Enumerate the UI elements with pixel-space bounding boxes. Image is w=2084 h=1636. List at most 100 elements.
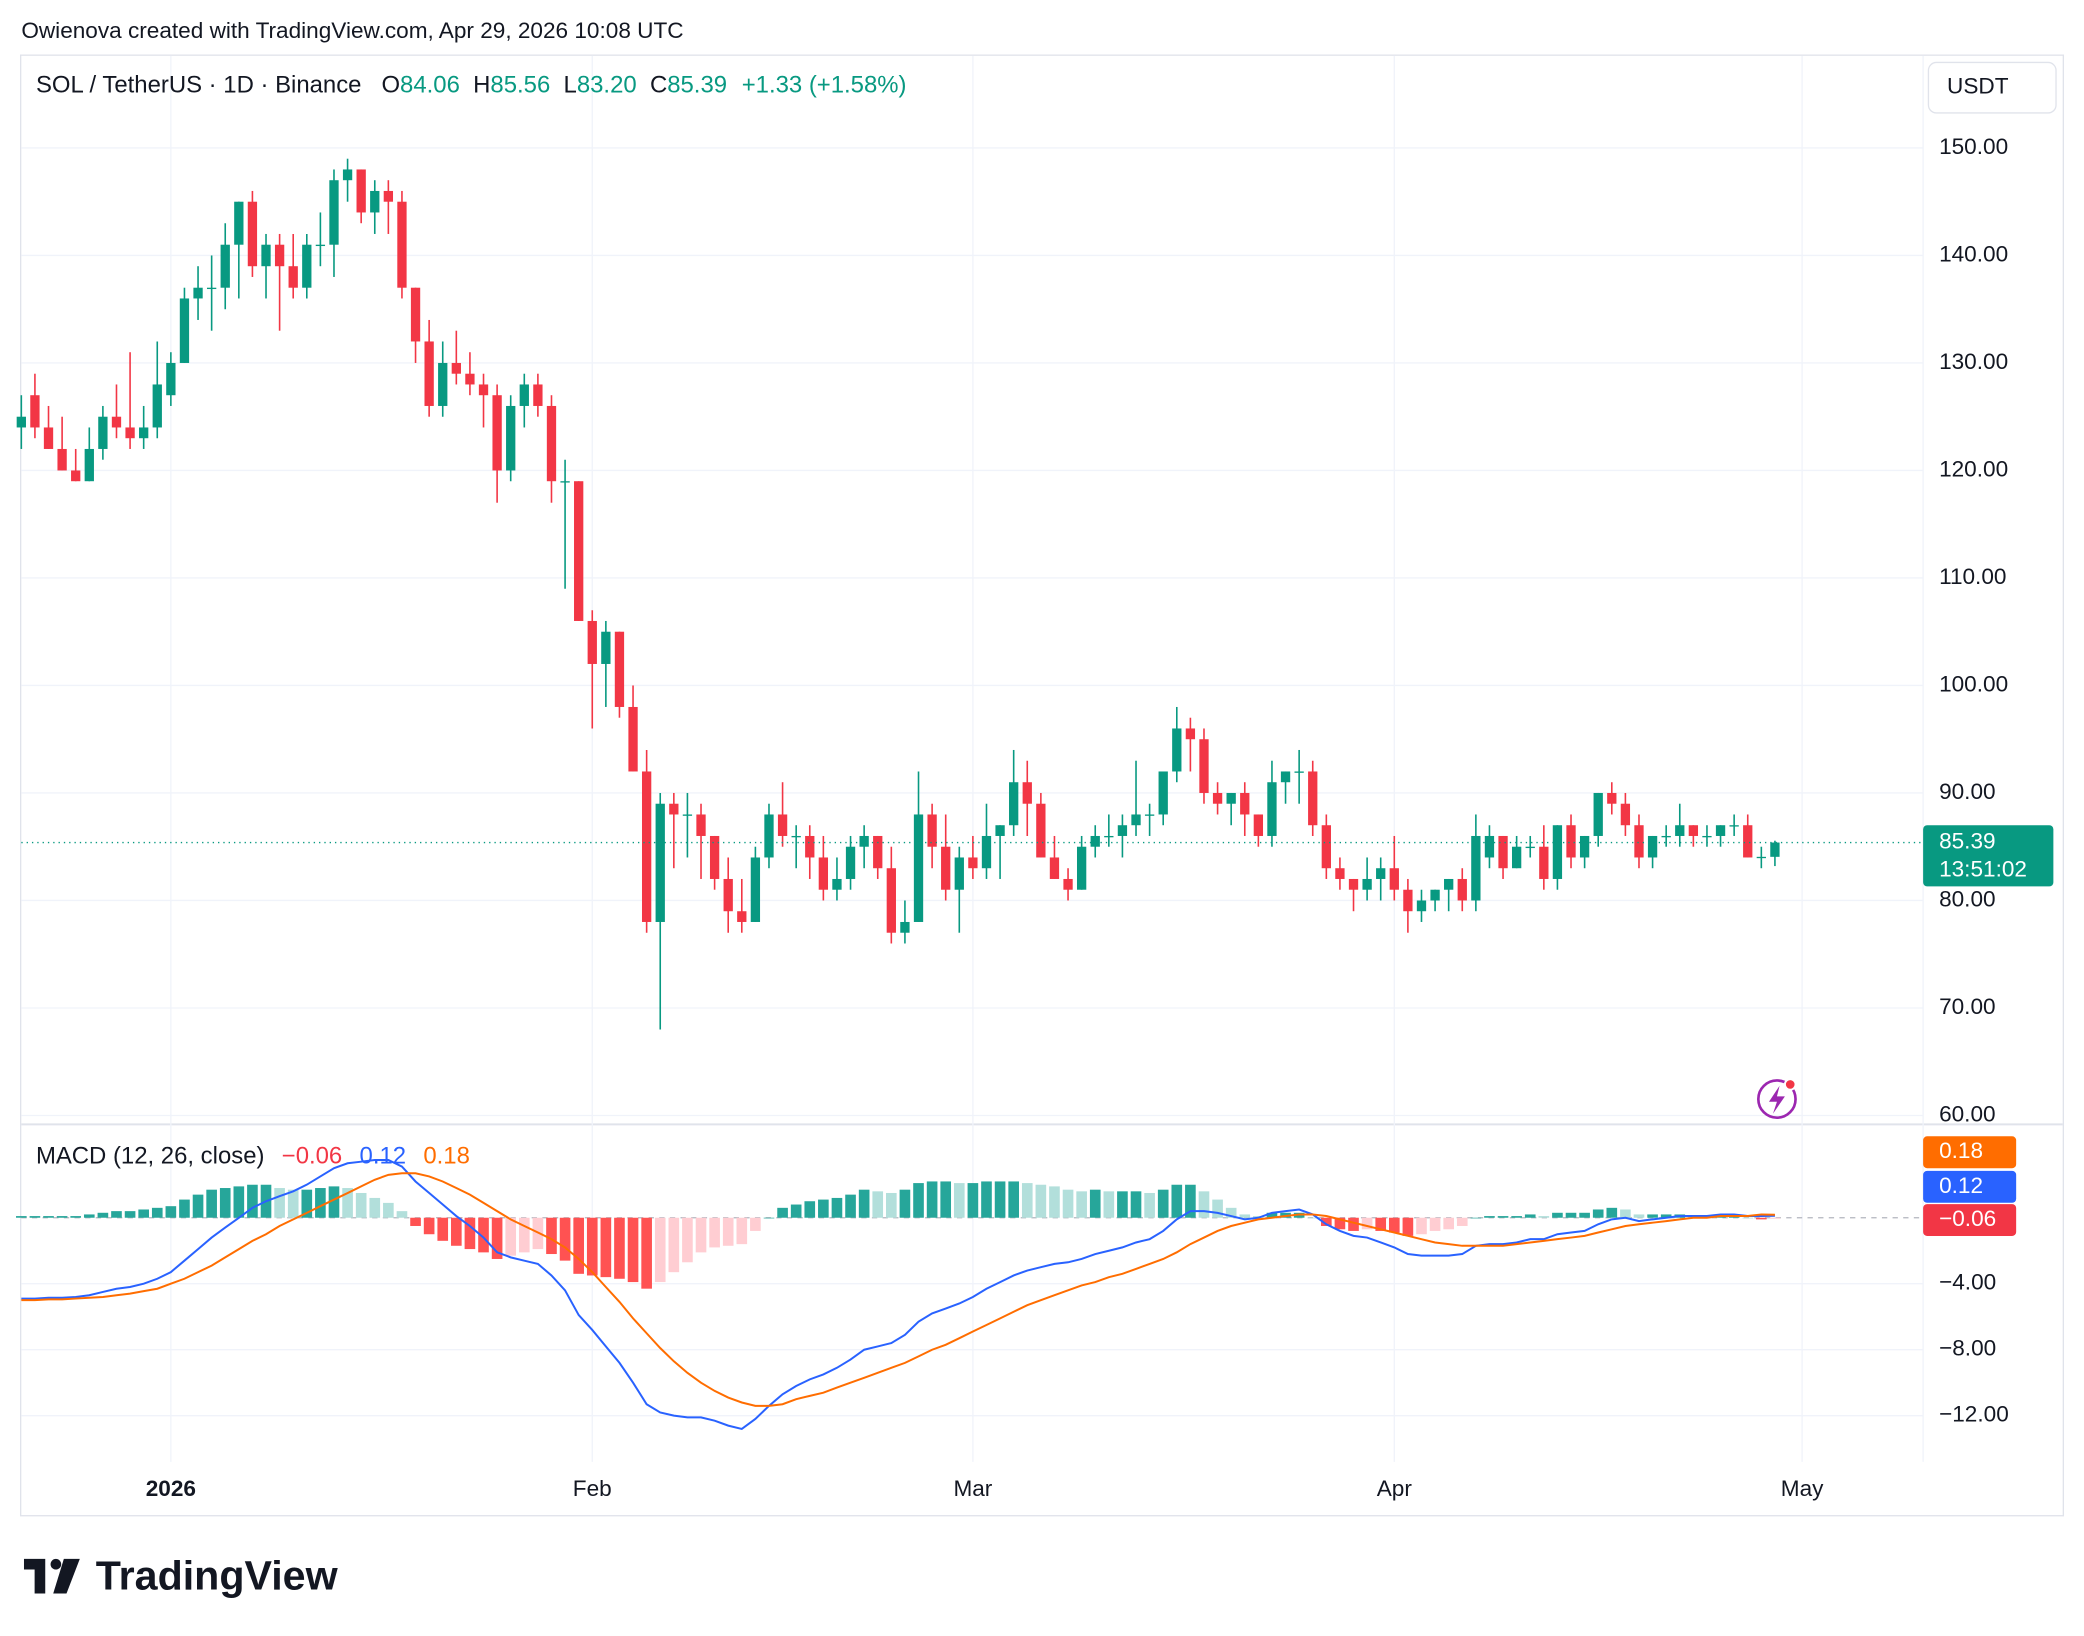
macd-histogram-bar [301,1189,313,1218]
macd-histogram-bar [586,1217,598,1276]
macd-histogram-bar [858,1189,870,1218]
logo-mark [50,1558,62,1570]
macd-histogram-bar [967,1183,979,1218]
candle-body [913,814,924,922]
candle-body [614,631,625,707]
macd-histogram-bar [410,1217,421,1226]
candle-body [1647,835,1658,858]
symbol-legend: SOL / TetherUS · 1D · Binance O84.06 H85.… [36,72,907,99]
candle-body [247,201,258,267]
macd-histogram-bar [1348,1217,1359,1231]
y-tick-label: 120.00 [1939,456,2008,481]
candle-body [560,481,570,483]
candle-body [220,244,230,288]
macd-histogram-bar [1035,1184,1047,1218]
candle-body [1430,889,1440,901]
candle-body [166,362,176,396]
candle-body [1702,835,1712,838]
ohlc-key: O [381,72,400,99]
candle-body [1158,771,1168,815]
macd-histogram-bar [1606,1207,1618,1218]
candle-body [873,835,883,869]
macd-histogram-bar [654,1217,666,1283]
candle-body [696,814,706,836]
candle-body [1444,878,1454,890]
macd-histogram-bar [383,1202,394,1218]
candle-body [383,190,394,202]
candle-body [1389,868,1399,890]
logo-mark [23,1558,46,1594]
candle-body [1511,846,1522,869]
x-tick-label: Mar [953,1476,992,1501]
candle-body [818,857,829,890]
macd-histogram-bar [1633,1214,1645,1218]
macd-histogram-bar [804,1201,816,1218]
macd-histogram-bar [315,1188,326,1218]
y-tick-label: 80.00 [1939,886,1996,911]
macd-histogram-bar [627,1217,639,1283]
candle-body [1552,825,1563,879]
macd-histogram-bar [831,1197,843,1218]
candle-body [587,620,597,664]
candle-body [98,416,108,449]
candle-body [125,427,135,439]
candle-body [845,846,856,879]
candle-body [1117,825,1128,836]
macd-histogram-bar [165,1206,177,1218]
macd-histogram-bar [1089,1189,1101,1218]
countdown: 13:51:02 [1939,856,2027,881]
candle-body [397,201,407,288]
macd-histogram-bar [1171,1184,1183,1218]
macd-histogram-bar [1579,1212,1590,1218]
macd-histogram-bar [1062,1189,1074,1218]
macd-histogram-bar [111,1211,122,1218]
alert-dot [1783,1078,1797,1091]
macd-histogram-bar [709,1217,720,1248]
candle-body [886,868,896,933]
alert-ring[interactable] [1757,1079,1797,1120]
currency[interactable]: USDT [1947,74,2009,99]
macd-histogram-bar [1429,1217,1441,1231]
candle-body [1348,878,1359,890]
macd-tick-label: −4.00 [1939,1270,1996,1295]
candle-body [111,416,122,428]
macd-histogram-bar [1524,1214,1536,1218]
logo: TradingView [23,1553,339,1599]
macd-histogram-bar [97,1212,109,1218]
currency-button[interactable] [1927,61,2057,114]
candle-body [1090,835,1100,847]
candle-body [1729,825,1739,827]
candle-body [1009,782,1019,826]
alert-bolt[interactable] [1768,1085,1785,1114]
candle-body [791,835,801,838]
alert-icon[interactable] [1757,1078,1797,1120]
candle-body [30,395,40,428]
macd-histogram-bar [29,1216,41,1218]
macd-histogram-bar [913,1183,924,1218]
candle-body [546,405,557,482]
candle-body [57,448,67,471]
macd-histogram-bar [940,1181,952,1218]
candle-body [1593,792,1603,836]
macd-histogram-bar [151,1207,163,1218]
candle-body [1199,739,1209,793]
candle-body [1525,846,1535,849]
candle-body [1212,792,1223,804]
candle-body [941,846,951,890]
macd-histogram-bar [219,1188,231,1218]
macd-histogram-bar [1375,1217,1387,1231]
macd-tick-label: −8.00 [1939,1336,1996,1361]
macd-histogram-bar [1647,1214,1658,1218]
ohlc-value: 84.06 [400,72,460,99]
candle-body [315,244,326,247]
macd-histogram-bar [600,1217,612,1278]
macd-histogram-bar [559,1217,571,1261]
histogram-badge-label: −0.06 [1939,1206,1996,1231]
candle-body [1226,792,1236,804]
attribution: Owienova created with TradingView.com, A… [21,18,683,43]
macd-histogram-bar [138,1209,149,1218]
macd-histogram-bar [695,1217,707,1253]
macd-histogram-bar [777,1207,788,1218]
y-tick-label: 140.00 [1939,241,2008,266]
y-tick-label: 70.00 [1939,994,1996,1019]
